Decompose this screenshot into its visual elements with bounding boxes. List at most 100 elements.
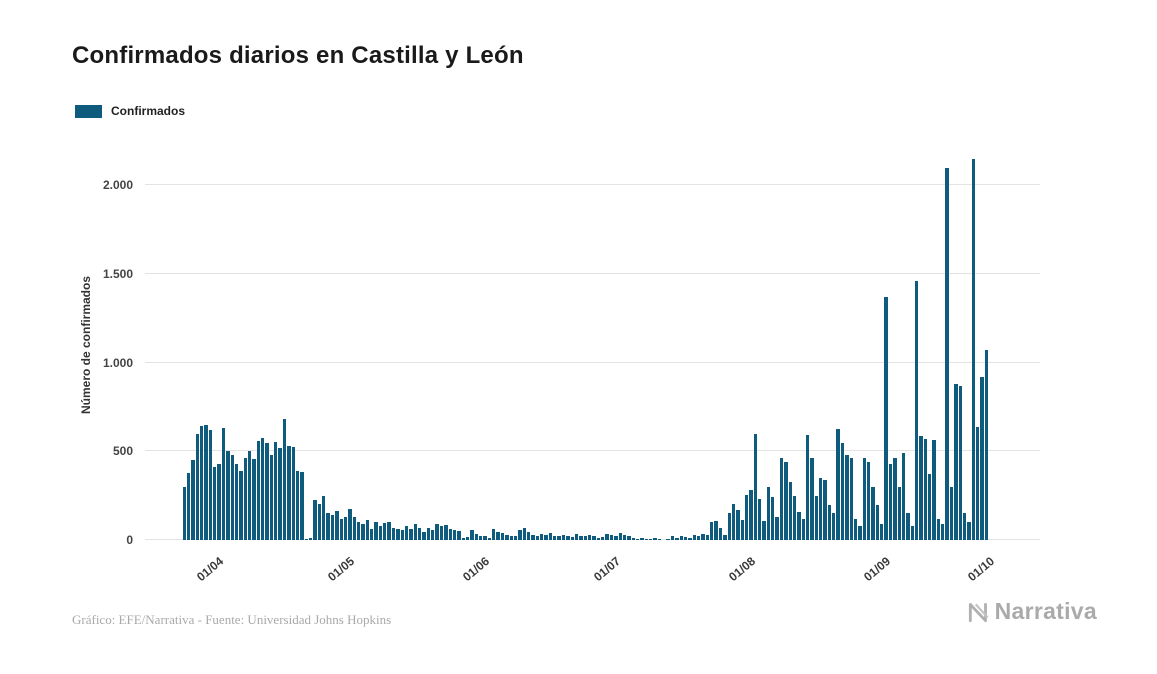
bar [792,495,797,540]
bar [962,513,967,540]
y-tick-label: 1.000 [102,355,133,370]
bar [444,524,448,540]
bar [723,534,727,540]
bar [653,538,657,540]
bar [862,458,866,540]
bar [391,527,396,540]
bar [540,533,544,540]
narrativa-logo-text: Narrativa [994,598,1097,624]
bar [875,504,880,540]
bar [526,532,531,540]
bar [701,533,705,540]
bar [304,539,308,540]
bar [505,534,509,540]
bar [744,494,749,540]
bar [295,470,300,540]
bar [914,281,919,540]
bar [422,532,426,540]
bar [518,530,522,540]
bar [343,516,348,540]
bar [867,462,871,540]
bar [688,538,692,540]
bar [736,509,740,540]
bar [535,535,540,540]
bar [191,460,195,540]
bar [531,534,535,540]
bar [592,536,596,540]
bar [823,479,827,540]
bar [492,529,496,540]
bar [901,453,906,540]
bar [544,534,548,540]
bar [980,376,984,540]
bar [509,536,513,540]
bars [182,150,989,540]
bar [644,539,649,540]
bar [522,528,526,540]
bar [186,472,191,540]
legend: Confirmados [75,104,185,118]
bar [487,538,492,540]
bar [465,537,470,540]
bar [247,451,252,540]
y-tick-label: 2.000 [102,178,133,193]
bar [322,495,326,540]
bar [435,524,439,540]
bar [696,535,701,540]
bar [753,433,758,540]
bar [853,518,858,540]
bar [797,511,801,540]
bar [548,532,553,540]
bar [936,518,941,540]
bar [452,530,457,540]
narrativa-logo[interactable]: Narrativa [966,598,1097,625]
bar [348,508,352,540]
bar [448,529,452,540]
bar [784,462,788,540]
bar [383,523,387,540]
legend-swatch-icon [75,104,102,118]
bar [226,451,230,540]
bar [396,529,400,540]
bar [566,535,570,540]
gridline [145,361,1040,363]
bar [426,528,431,540]
x-tick-label: 01/07 [590,554,623,585]
bar [657,539,662,540]
x-tick-label: 01/05 [325,554,358,585]
bar [204,424,208,540]
bar [339,518,343,540]
bar [387,522,391,540]
bar [317,503,322,540]
bar [470,530,474,540]
bar [496,532,500,540]
bar [208,430,213,540]
bar [252,459,256,540]
bar [845,454,849,540]
bar [945,167,949,540]
bar [588,534,592,540]
bar [670,536,675,540]
bar [605,533,609,540]
bar [361,524,365,540]
bar [413,524,417,540]
bar [810,458,814,540]
bar [200,425,204,540]
bar [570,537,574,540]
bar [714,520,718,540]
bar [801,518,805,540]
bar [326,513,330,540]
bar [409,529,413,540]
bar [457,531,461,540]
bar [919,436,923,540]
bar [370,529,374,540]
bar [614,535,618,540]
bar [261,438,265,540]
narrativa-logo-icon [966,599,992,625]
bar [631,538,635,540]
x-tick-label: 01/04 [194,554,227,585]
bar [574,533,579,540]
bar [274,441,278,540]
bar [553,535,557,540]
